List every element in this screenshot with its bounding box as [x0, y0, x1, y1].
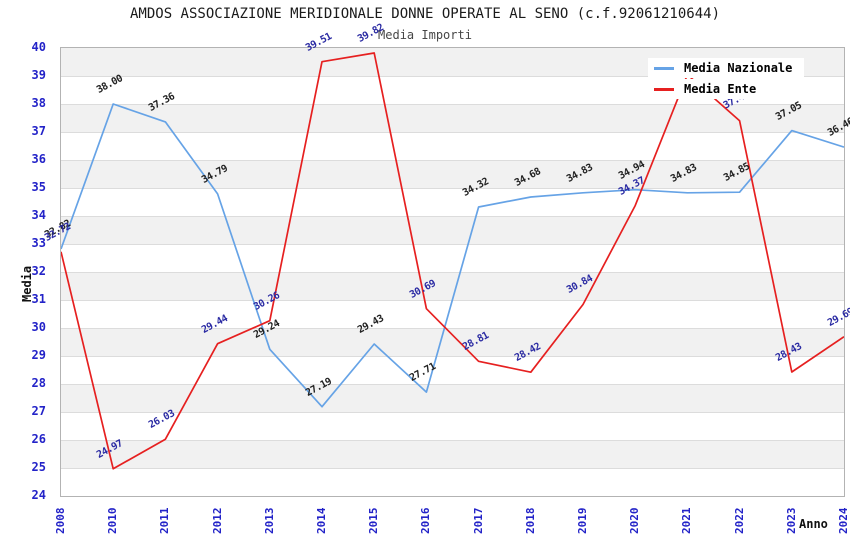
series-line-media-ente — [61, 52, 844, 470]
y-tick-label: 24 — [31, 488, 46, 502]
y-tick-label: 26 — [31, 432, 46, 446]
y-tick-label: 40 — [31, 40, 46, 54]
legend-line-swatch — [654, 87, 674, 91]
plot-band — [61, 104, 844, 132]
x-tick-label: 2017 — [471, 507, 485, 535]
x-tick-label: 2024 — [837, 507, 850, 535]
gridline — [61, 76, 844, 77]
legend-line-swatch — [654, 66, 674, 70]
series-line-media-nazionale — [61, 103, 844, 408]
y-tick-label: 37 — [31, 124, 46, 138]
x-tick-label: 2013 — [262, 507, 276, 535]
x-tick-label: 2019 — [576, 507, 589, 535]
x-tick-label: 2012 — [210, 507, 224, 535]
plot-band — [61, 468, 844, 496]
plot-band — [61, 160, 844, 188]
series-lines — [61, 52, 844, 470]
legend-label: Media Ente — [684, 82, 757, 96]
y-tick-label: 30 — [31, 320, 46, 334]
plot-band — [61, 244, 844, 272]
y-tick-label: 36 — [31, 152, 46, 166]
gridline — [61, 188, 844, 189]
gridline — [61, 104, 844, 105]
plot-band — [61, 328, 844, 356]
legend-item: Media Nazionale — [648, 58, 805, 78]
x-tick-label: 2015 — [367, 507, 381, 535]
gridline — [61, 328, 844, 329]
plot-band — [61, 384, 844, 412]
x-tick-label: 2022 — [732, 507, 746, 535]
gridline — [61, 468, 844, 469]
gridline — [61, 384, 844, 385]
x-axis-title: Anno — [799, 517, 828, 531]
y-tick-label: 27 — [31, 404, 46, 418]
plot-area — [60, 47, 845, 497]
gridline — [61, 216, 844, 217]
plot-band — [61, 300, 844, 328]
y-tick-label: 38 — [31, 96, 46, 110]
legend-item: Media Ente — [648, 79, 769, 99]
gridline — [61, 412, 844, 413]
x-tick-label: 2018 — [523, 507, 537, 535]
plot-band — [61, 356, 844, 384]
y-tick-label: 28 — [31, 376, 46, 390]
x-tick-label: 2010 — [106, 507, 120, 535]
x-tick-label: 2014 — [315, 507, 328, 535]
gridline — [61, 132, 844, 133]
x-tick-label: 2021 — [680, 507, 694, 535]
gridline — [61, 244, 844, 245]
legend: Media Nazionale Media Ente — [648, 58, 805, 100]
y-tick-label: 25 — [31, 460, 46, 474]
y-tick-label: 31 — [31, 292, 46, 306]
gridline — [61, 272, 844, 273]
plot-band — [61, 272, 844, 300]
y-tick-label: 33 — [31, 236, 46, 250]
x-tick-label: 2016 — [419, 507, 433, 535]
x-tick-label: 2008 — [54, 507, 67, 535]
chart-subtitle: Media Importi — [378, 28, 472, 42]
legend-label: Media Nazionale — [684, 61, 793, 75]
gridline — [61, 440, 844, 441]
plot-band — [61, 412, 844, 440]
gridline — [61, 356, 844, 357]
x-tick-label: 2020 — [628, 507, 642, 535]
y-tick-label: 35 — [31, 180, 46, 194]
plot-band — [61, 216, 844, 244]
x-tick-label: 2023 — [784, 507, 798, 535]
y-tick-label: 34 — [31, 208, 46, 222]
y-tick-label: 39 — [31, 68, 46, 82]
chart-title: AMDOS ASSOCIAZIONE MERIDIONALE DONNE OPE… — [129, 6, 720, 22]
plot-band — [61, 132, 844, 160]
y-tick-label: 29 — [31, 348, 46, 362]
y-tick-label: 32 — [31, 264, 46, 278]
x-tick-label: 2011 — [158, 507, 172, 535]
plot-band — [61, 440, 844, 468]
gridline — [61, 160, 844, 161]
